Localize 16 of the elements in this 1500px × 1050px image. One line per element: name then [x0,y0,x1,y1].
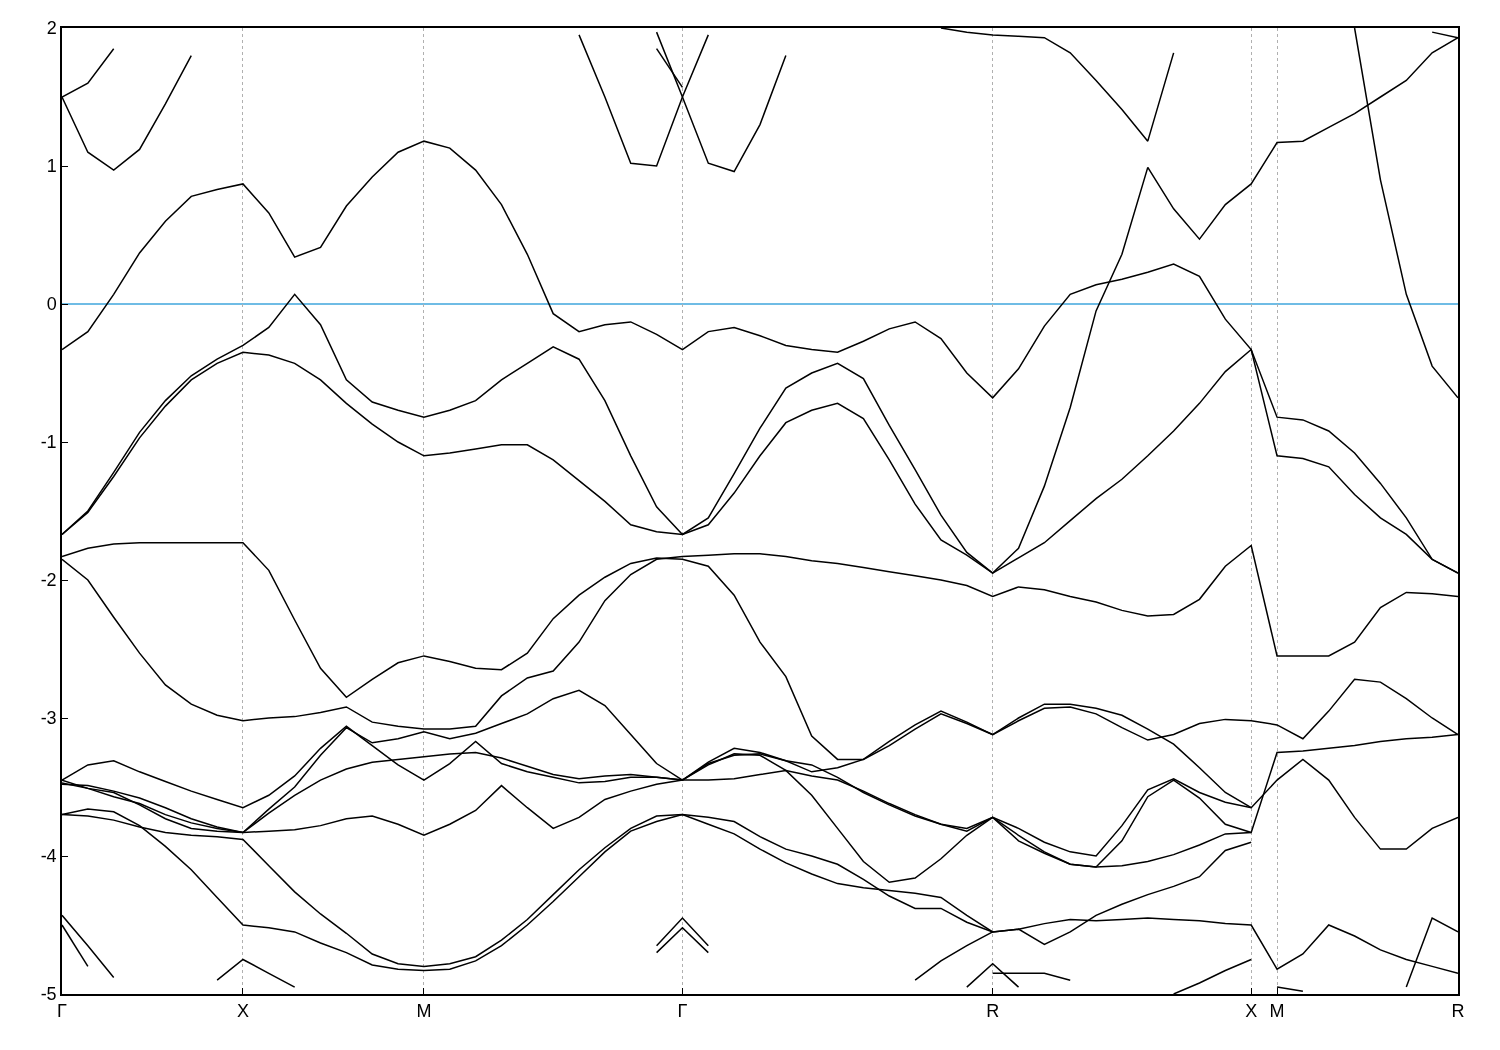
y-tick-label: -5 [40,984,57,1005]
x-tick-label: R [1451,1001,1465,1022]
y-tick-label: 1 [46,156,57,177]
y-tick-label: -2 [40,570,57,591]
y-tick-label: 2 [46,18,57,39]
x-tick-label: M [1269,1001,1285,1022]
y-tick-label: -1 [40,432,57,453]
x-tick-label: Γ [57,1001,68,1022]
y-tick-label: 0 [46,294,57,315]
x-tick-label: X [1245,1001,1258,1022]
x-tick-label: X [236,1001,249,1022]
x-tick-label: Γ [677,1001,688,1022]
y-tick-label: -4 [40,846,57,867]
x-tick-label: M [416,1001,432,1022]
x-tick-label: R [986,1001,1000,1022]
y-tick-label: -3 [40,708,57,729]
